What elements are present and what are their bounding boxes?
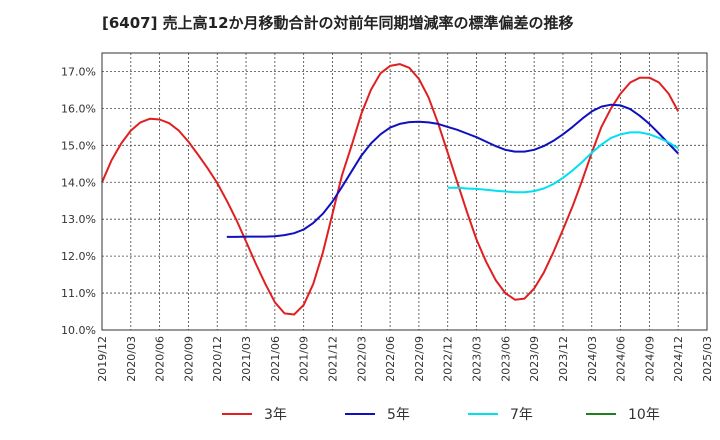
x-tick-label: 2020/12 — [211, 336, 224, 382]
legend-label-2: 7年 — [510, 407, 533, 423]
x-tick-label: 2021/12 — [326, 336, 339, 382]
y-tick-label: 15.0% — [61, 139, 96, 152]
x-tick-label: 2024/06 — [615, 336, 628, 382]
y-axis-ticks: 10.0% 11.0% 12.0% 13.0% 14.0% 15.0% 16.0% 17.0% — [61, 65, 96, 337]
chart-title: [6407] 売上高12か月移動合計の対前年同期増減率の標準偏差の推移 — [102, 14, 574, 32]
y-tick-label: 11.0% — [61, 287, 96, 300]
series-line-0 — [101, 63, 680, 316]
legend-label-1: 5年 — [387, 407, 410, 423]
series-line-2 — [447, 131, 679, 194]
y-tick-label: 13.0% — [61, 213, 96, 226]
x-tick-label: 2021/09 — [298, 336, 311, 382]
x-tick-label: 2019/12 — [96, 336, 109, 382]
plot-background — [102, 53, 707, 330]
y-tick-label: 16.0% — [61, 102, 96, 115]
x-tick-label: 2022/06 — [384, 336, 397, 382]
plot-border — [101, 52, 708, 331]
y-tick-label: 10.0% — [61, 324, 96, 337]
x-tick-label: 2024/03 — [586, 336, 599, 382]
x-tick-label: 2021/03 — [240, 336, 253, 382]
legend-label-0: 3年 — [264, 407, 287, 423]
series-lines — [101, 63, 680, 316]
x-tick-label: 2023/06 — [499, 336, 512, 382]
x-tick-label: 2020/06 — [154, 336, 167, 382]
x-tick-label: 2025/03 — [701, 336, 714, 382]
x-tick-label: 2023/03 — [471, 336, 484, 382]
x-tick-label: 2024/09 — [643, 336, 656, 382]
x-axis-ticks: 2019/12 2020/03 2020/06 2020/09 2020/12 2021/… — [96, 336, 714, 382]
y-tick-label: 17.0% — [61, 65, 96, 78]
x-tick-label: 2022/09 — [413, 336, 426, 382]
y-tick-label: 14.0% — [61, 176, 96, 189]
x-tick-label: 2022/12 — [442, 336, 455, 382]
x-tick-label: 2020/09 — [182, 336, 195, 382]
legend-label-3: 10年 — [628, 407, 660, 423]
x-tick-label: 2023/12 — [557, 336, 570, 382]
x-tick-label: 2021/06 — [269, 336, 282, 382]
x-tick-label: 2024/12 — [672, 336, 685, 382]
x-tick-label: 2022/03 — [355, 336, 368, 382]
y-tick-label: 12.0% — [61, 250, 96, 263]
series-line-1 — [226, 103, 679, 238]
x-tick-label: 2023/09 — [528, 336, 541, 382]
legend: 3年 5年 7年 10年 — [222, 407, 660, 423]
x-tick-label: 2020/03 — [125, 336, 138, 382]
